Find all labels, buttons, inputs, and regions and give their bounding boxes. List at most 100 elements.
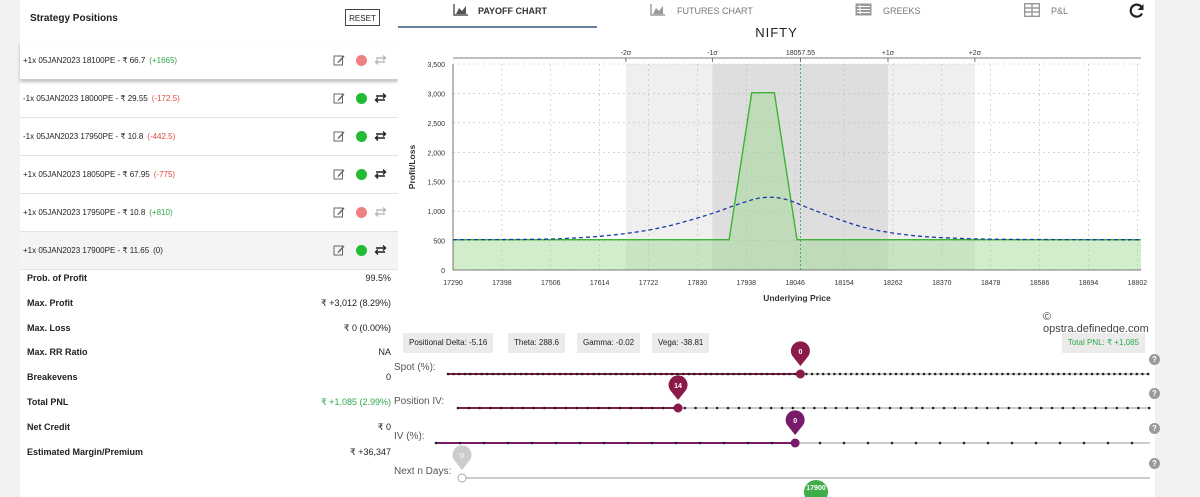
position-row[interactable]: +1x 05JAN2023 18100PE - ₹ 66.7 (+1665): [20, 42, 398, 80]
slider-label: Next n Days:: [394, 466, 452, 477]
edit-icon[interactable]: [333, 54, 345, 66]
value-tooltip: [452, 445, 472, 470]
position-pnl: (+810): [149, 208, 173, 217]
track-tick: [467, 406, 471, 410]
track-tick: [687, 372, 691, 376]
x-tick-label: 18478: [981, 280, 1001, 287]
track-tick: [872, 372, 875, 376]
status-toggle[interactable]: [356, 55, 367, 66]
position-row[interactable]: +1x 05JAN2023 18050PE - ₹ 67.95 (-775): [20, 156, 398, 194]
slider-handle[interactable]: [457, 473, 467, 483]
track-tick: [788, 372, 791, 376]
track-tick: [964, 406, 967, 410]
track-tick: [823, 406, 827, 410]
help-icon[interactable]: ?: [1149, 354, 1160, 365]
swap-icon[interactable]: [374, 130, 387, 142]
position-pnl: (-172.5): [151, 94, 180, 103]
track-tick: [810, 372, 814, 376]
position-description: +1x 05JAN2023 18050PE - ₹ 67.95: [23, 170, 150, 179]
track-tick: [709, 372, 713, 376]
slider-track[interactable]: 0: [398, 410, 1155, 457]
track-tick: [771, 372, 775, 376]
swap-icon[interactable]: [374, 92, 387, 104]
edit-icon[interactable]: [333, 168, 345, 180]
position-pnl: (-442.5): [147, 132, 176, 141]
track-tick: [519, 372, 523, 376]
track-tick: [939, 372, 943, 376]
track-tick: [659, 372, 663, 376]
track-tick: [485, 372, 489, 376]
sigma-1-band: [712, 64, 888, 270]
edit-icon[interactable]: [333, 130, 345, 142]
edit-icon[interactable]: [333, 206, 345, 218]
track-tick: [726, 372, 730, 376]
table-icon: [855, 3, 872, 16]
track-tick: [956, 372, 959, 376]
stat-row: Max. RR Ratio NA: [20, 339, 398, 364]
tab-pnl[interactable]: P&L: [998, 0, 1118, 26]
status-toggle[interactable]: [356, 207, 367, 218]
slider-track[interactable]: 0: [398, 341, 1155, 388]
track-tick: [1073, 372, 1077, 376]
tab-label: P&L: [1051, 6, 1069, 16]
help-icon[interactable]: ?: [1149, 423, 1160, 434]
track-tick: [564, 372, 567, 376]
position-description: -1x 05JAN2023 17950PE - ₹ 10.8: [23, 132, 144, 141]
track-tick: [625, 372, 629, 376]
y-tick-label: 0: [441, 268, 445, 275]
tab-greeks[interactable]: GREEKS: [798, 0, 998, 26]
slider-handle[interactable]: [790, 438, 800, 448]
track-tick: [1124, 372, 1127, 376]
position-row[interactable]: -1x 05JAN2023 18000PE - ₹ 29.55 (-172.5): [20, 80, 398, 118]
y-tick-label: 1,000: [427, 209, 445, 216]
reset-button[interactable]: RESET: [345, 9, 380, 26]
track-tick: [683, 406, 687, 410]
stat-value: ₹ +1,085 (2.99%): [320, 396, 391, 407]
track-tick: [1083, 406, 1086, 410]
track-tick: [722, 441, 726, 445]
tab-payoff-chart[interactable]: PAYOFF CHART: [398, 0, 597, 28]
track-tick: [1006, 372, 1010, 376]
slider-handle[interactable]: [673, 403, 683, 413]
track-tick: [650, 441, 654, 445]
track-tick: [721, 372, 724, 376]
track-tick: [1146, 372, 1150, 376]
track-tick: [665, 372, 668, 376]
stat-label: Estimated Margin/Premium: [27, 446, 144, 457]
track-tick: [995, 372, 999, 376]
help-icon[interactable]: ?: [1149, 458, 1160, 469]
swap-icon[interactable]: [374, 54, 387, 66]
help-icon[interactable]: ?: [1149, 388, 1160, 399]
track-tick: [1126, 406, 1129, 410]
status-toggle[interactable]: [356, 169, 367, 180]
track-tick: [760, 372, 763, 376]
position-row[interactable]: +1x 05JAN2023 17950PE - ₹ 10.8 (+810): [20, 194, 398, 232]
refresh-icon[interactable]: [1128, 2, 1146, 20]
slider-track[interactable]: 14: [398, 375, 1155, 422]
track-tick: [1072, 406, 1075, 410]
track-tick: [986, 441, 990, 445]
tab-futures-chart[interactable]: FUTURES CHART: [598, 0, 798, 26]
swap-icon[interactable]: [374, 244, 387, 256]
edit-icon[interactable]: [333, 92, 345, 104]
status-toggle[interactable]: [356, 131, 367, 142]
x-tick-label: 18154: [834, 280, 854, 287]
position-row[interactable]: -1x 05JAN2023 17950PE - ₹ 10.8 (-442.5): [20, 118, 398, 156]
track-tick: [985, 406, 989, 410]
track-tick: [942, 406, 946, 410]
swap-icon[interactable]: [374, 168, 387, 180]
track-tick: [530, 372, 534, 376]
status-toggle[interactable]: [356, 93, 367, 104]
track-tick: [1010, 441, 1014, 445]
greeks-bar: Positional Delta: -5.16 Theta: 288.6 Gam…: [398, 333, 1155, 353]
slider-track[interactable]: 0 17900: [398, 445, 1155, 497]
track-tick: [856, 406, 859, 410]
stat-row: Estimated Margin/Premium ₹ +36,347: [20, 439, 398, 464]
track-tick: [769, 406, 773, 410]
status-toggle[interactable]: [356, 245, 367, 256]
slider-handle[interactable]: [795, 369, 805, 379]
swap-icon[interactable]: [374, 206, 387, 218]
y-tick-label: 1,500: [427, 180, 445, 187]
edit-icon[interactable]: [333, 244, 345, 256]
position-row[interactable]: +1x 05JAN2023 17900PE - ₹ 11.65 (0): [20, 232, 398, 270]
